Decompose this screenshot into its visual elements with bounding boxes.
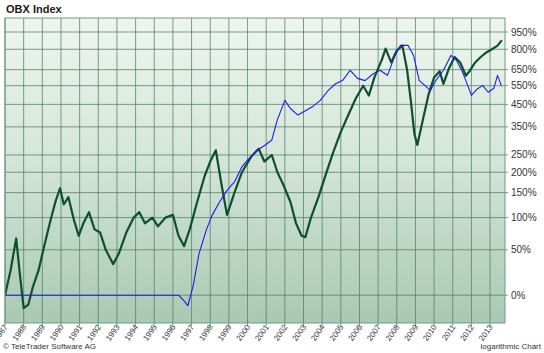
y-grid-line	[5, 104, 505, 105]
x-tick-label: 2000	[235, 323, 253, 343]
chart: 0% 50% 100% 150% 200% 250% 350% 450% 550% 650% 800…	[0, 0, 544, 353]
x-tick-label: 1989	[29, 323, 47, 343]
x-tick-label: 1988	[11, 323, 29, 343]
x-tick-label: 2012	[458, 323, 476, 343]
x-grid-line	[172, 18, 173, 323]
y-tick-label: 0%	[511, 290, 526, 301]
x-grid-line	[378, 18, 379, 323]
plot-background	[5, 18, 505, 323]
x-tick-label: 1995	[141, 323, 159, 343]
y-grid-line	[5, 85, 505, 86]
y-tick-label: 250%	[511, 149, 537, 160]
grid	[5, 18, 505, 323]
y-grid-line	[5, 172, 505, 173]
plot-frame	[5, 18, 505, 323]
y-tick	[505, 126, 508, 127]
x-grid-line	[135, 18, 136, 323]
y-grid-line	[5, 217, 505, 218]
y-tick-label: 550%	[511, 80, 537, 91]
x-tick-label: 2003	[291, 323, 309, 343]
x-grid-line	[490, 18, 491, 323]
x-grid-line	[284, 18, 285, 323]
x-tick-label: 1991	[67, 323, 85, 343]
y-grid-line	[5, 154, 505, 155]
y-tick-label: 650%	[511, 64, 537, 75]
x-tick-label: 2001	[253, 323, 271, 343]
y-tick-label: 50%	[511, 244, 531, 255]
x-grid-line	[266, 18, 267, 323]
copyright: © TeleTrader Software AG	[3, 342, 96, 351]
x-tick-label: 1990	[48, 323, 66, 343]
x-grid-line	[396, 18, 397, 323]
y-tick	[505, 69, 508, 70]
x-grid-line	[42, 18, 43, 323]
x-tick-label: 2007	[365, 323, 383, 343]
y-grid-line	[5, 249, 505, 250]
y-grid-line	[5, 49, 505, 50]
x-grid-line	[434, 18, 435, 323]
x-tick-label: 2005	[328, 323, 346, 343]
title: OBX Index	[6, 3, 63, 15]
y-grid-line	[5, 69, 505, 70]
x-tick-label: 2006	[347, 323, 365, 343]
y-tick	[505, 32, 508, 33]
x-tick-label: 1987	[0, 323, 10, 343]
x-tick-label: 2009	[403, 323, 421, 343]
x-grid-line	[471, 18, 472, 323]
x-tick-label: 1998	[197, 323, 215, 343]
x-tick-label: 2013	[477, 323, 495, 343]
y-tick	[505, 104, 508, 105]
x-grid-line	[98, 18, 99, 323]
x-tick-label: 1999	[216, 323, 234, 343]
x-grid-line	[247, 18, 248, 323]
y-grid-line	[5, 126, 505, 127]
x-grid-line	[154, 18, 155, 323]
y-tick	[505, 154, 508, 155]
x-grid-line	[340, 18, 341, 323]
series-line	[5, 41, 501, 308]
x-grid-line	[191, 18, 192, 323]
x-tick-label: 2004	[309, 323, 327, 343]
x-tick-label: 1997	[179, 323, 197, 343]
x-tick-label: 2010	[421, 323, 439, 343]
x-grid-line	[359, 18, 360, 323]
x-tick-label: 2008	[384, 323, 402, 343]
y-tick	[505, 295, 508, 296]
x-grid-line	[79, 18, 80, 323]
x-grid-line	[23, 18, 24, 323]
y-tick-label: 350%	[511, 121, 537, 132]
y-tick-label: 450%	[511, 99, 537, 110]
y-tick-label: 150%	[511, 187, 537, 198]
x-grid-line	[303, 18, 304, 323]
x-grid-line	[60, 18, 61, 323]
y-grid-line	[5, 192, 505, 193]
x-tick-label: 1994	[123, 323, 141, 343]
series-group	[5, 41, 501, 308]
y-tick	[505, 85, 508, 86]
series-line	[5, 45, 501, 305]
x-grid-line	[210, 18, 211, 323]
y-tick	[505, 172, 508, 173]
y-grid-line	[5, 32, 505, 33]
y-tick-label: 100%	[511, 212, 537, 223]
x-tick-label: 1996	[160, 323, 178, 343]
x-tick-label: 2011	[440, 323, 458, 343]
y-tick	[505, 49, 508, 50]
y-tick	[505, 249, 508, 250]
scale-note: logarithmic Chart	[481, 342, 542, 351]
x-grid-line	[322, 18, 323, 323]
x-tick-label: 1992	[85, 323, 103, 343]
x-grid-line	[228, 18, 229, 323]
y-tick-label: 200%	[511, 167, 537, 178]
y-tick	[505, 217, 508, 218]
x-tick-label: 2002	[272, 323, 290, 343]
x-grid-line	[116, 18, 117, 323]
y-tick-label: 950%	[511, 27, 537, 38]
y-tick-label: 800%	[511, 44, 537, 55]
y-tick	[505, 192, 508, 193]
x-tick-label: 1993	[104, 323, 122, 343]
